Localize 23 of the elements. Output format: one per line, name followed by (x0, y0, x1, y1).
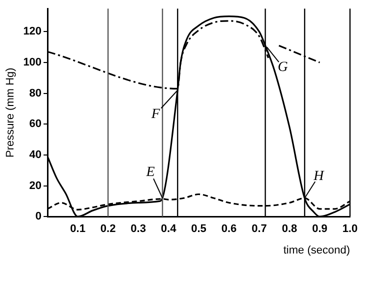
x-axis-title: time (second) (283, 244, 350, 256)
y-tick-label: 60 (29, 118, 42, 130)
annotation: G (278, 60, 288, 75)
x-tick-label: 1.0 (342, 223, 358, 236)
y-tick-label: 40 (29, 149, 42, 161)
y-tick-label: 100 (23, 56, 42, 69)
x-tick-label: 0.2 (100, 223, 116, 236)
x-tick-label: 0.4 (160, 223, 178, 236)
annotation: E (145, 164, 156, 180)
y-tick-label: 80 (29, 87, 42, 100)
x-tick-label: 0.3 (130, 223, 146, 236)
annotation: H (312, 168, 325, 184)
x-tick-label: 0.5 (191, 223, 206, 236)
y-tick-label: 0 (35, 210, 42, 223)
y-tick-label: 120 (23, 26, 42, 38)
y-tick-label: 20 (29, 180, 42, 192)
x-tick-label: 0.9 (312, 223, 328, 236)
x-tick-label: 0.8 (282, 223, 298, 236)
y-axis-title: Pressure (mm Hg) (4, 68, 17, 158)
annotation: F (150, 106, 160, 122)
x-tick-label: 0.7 (252, 223, 267, 236)
x-tick-label: 0.1 (70, 223, 86, 236)
x-tick-label: 0.6 (221, 223, 237, 236)
